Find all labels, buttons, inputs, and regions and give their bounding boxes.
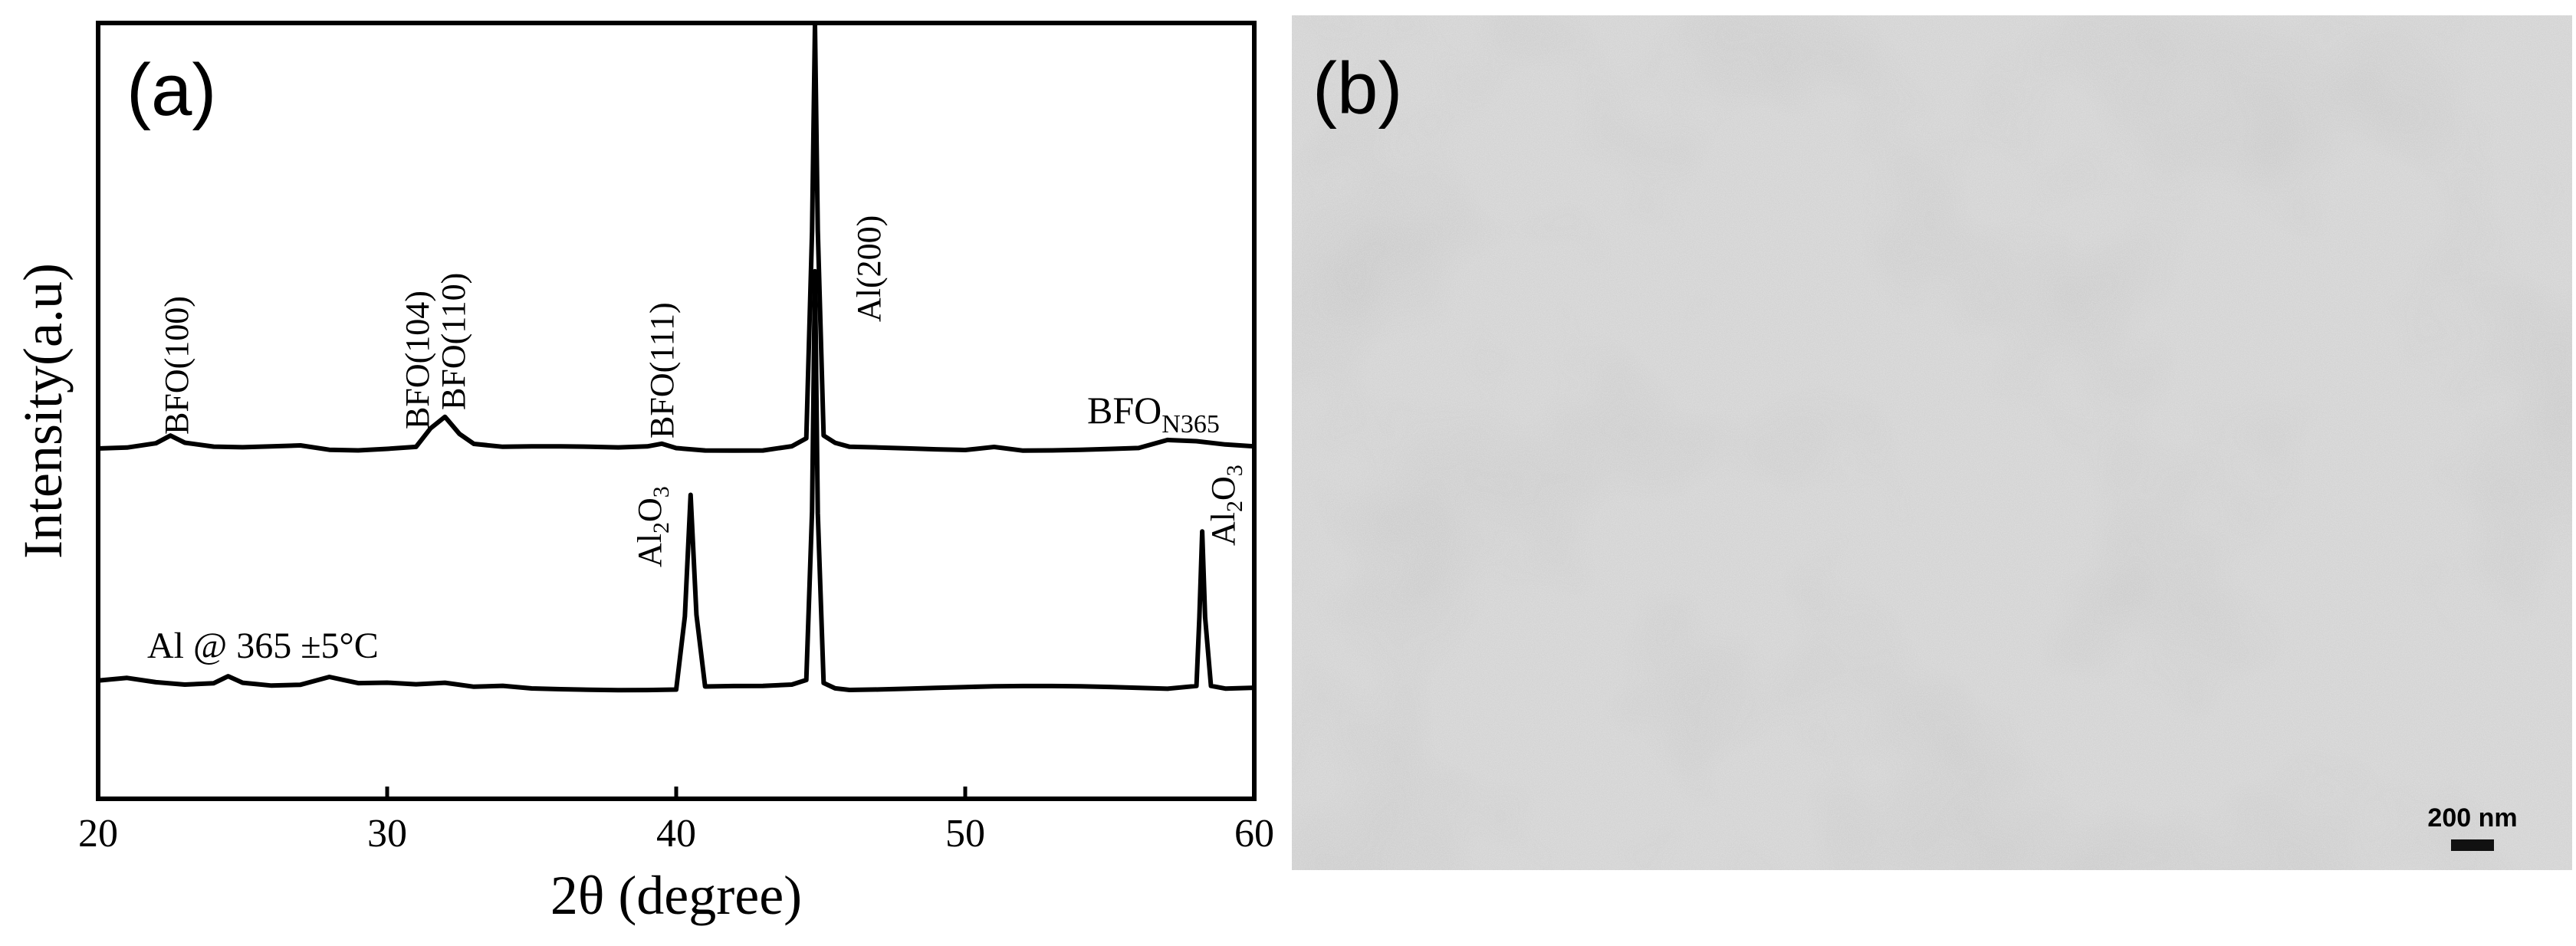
al2o3-right-s2: 3: [1222, 465, 1247, 476]
sem-image: [1292, 15, 2572, 870]
al2o3-left-o: O: [631, 498, 669, 522]
al2o3-right-s1: 2: [1222, 501, 1247, 512]
sem-grain: [1292, 15, 2572, 870]
panel-a-label: (a): [127, 49, 216, 131]
peak-label-bfo110: BFO(110): [435, 273, 472, 410]
y-axis-label: Intensity(a.u): [12, 263, 74, 559]
x-axis: 20 30 40 50 60: [78, 787, 1274, 856]
series-label-bfo-sub: N365: [1162, 410, 1220, 439]
peak-label-bfo104: BFO(104): [399, 291, 436, 429]
plot-frame: [96, 21, 1257, 801]
al2o3-left-s2: 3: [649, 486, 674, 498]
peak-label-al2o3-left: Al2O3: [631, 486, 674, 567]
al2o3-left-a: Al: [631, 534, 669, 567]
peak-label-al2o3-right: Al2O3: [1204, 465, 1247, 546]
x-tick-label: 50: [945, 812, 985, 856]
series-label-bfo: BFON365: [1087, 389, 1220, 439]
al2o3-right-o: O: [1204, 476, 1242, 501]
series-label-al: Al @ 365 ±5°C: [147, 626, 379, 666]
plot-area: [97, 23, 1255, 693]
x-tick-label: 60: [1234, 812, 1274, 856]
x-tick-label: 30: [367, 812, 407, 856]
x-axis-label: 2θ (degree): [550, 865, 802, 926]
x-tick-label: 40: [656, 812, 696, 856]
peak-label-al200: Al(200): [850, 215, 888, 322]
al2o3-right-a: Al: [1204, 512, 1242, 546]
series-label-bfo-main: BFO: [1087, 389, 1162, 432]
peak-label-bfo111: BFO(111): [643, 302, 681, 439]
peak-label-bfo100: BFO(100): [158, 296, 196, 435]
series-line-bfo: [97, 23, 1255, 453]
series-line-al: [97, 268, 1255, 693]
x-tick-label: 20: [78, 812, 118, 856]
al2o3-left-s1: 2: [649, 522, 674, 534]
sem-texture: [1292, 15, 2572, 870]
